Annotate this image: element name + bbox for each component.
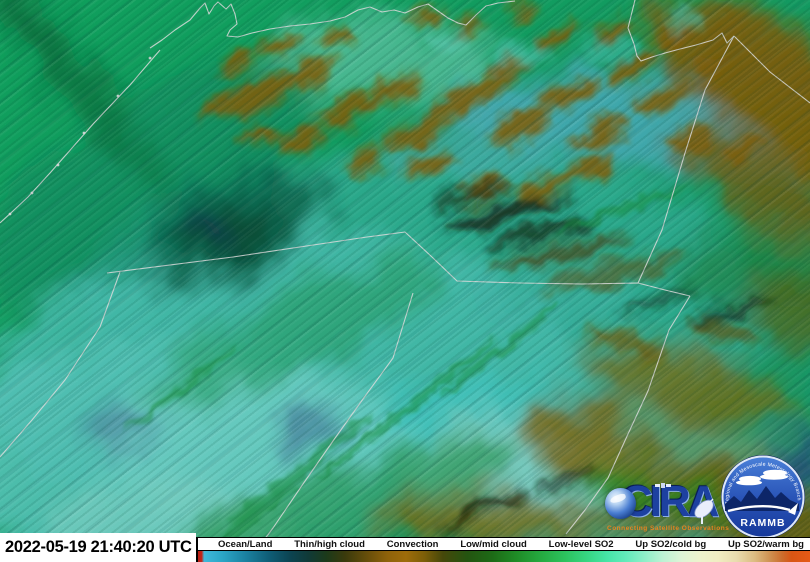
lenticular-clouds-icon [736,469,788,486]
mountains-icon [725,486,799,511]
legend-label-convection: Convection [386,539,439,550]
legend-label-ocean-land: Ocean/Land [218,539,273,550]
cira-logo: CIRA Connecting Satellite Observations [605,478,730,536]
rammb-wordmark: RAMMB [740,517,785,529]
swoosh-icon [727,505,791,513]
satellite-dish-icon [694,498,714,524]
satellite-icon [655,483,671,488]
cira-tagline: Connecting Satellite Observations [607,525,730,532]
legend-label-thin-high-cloud: Thin/high cloud [294,539,365,550]
rammb-dish-icon [788,503,798,515]
timestamp-overlay: 2022-05-19 21:40:20 UTC [0,533,196,562]
legend-label-low-level-so2: Low-level SO2 [548,539,614,550]
earth-globe-icon [605,488,636,519]
legend-labels: Ocean/Land Thin/high cloud Convection Lo… [198,538,810,550]
legend-label-up-so2-warm-bg: Up SO2/warm bg [727,539,804,550]
color-legend: Ocean/Land Thin/high cloud Convection Lo… [196,537,810,562]
colorbar [198,550,810,562]
legend-label-low-mid-cloud: Low/mid cloud [460,539,527,550]
rammb-logo: Regional and Mesoscale Meteorology Branc… [721,455,805,539]
legend-label-up-so2-cold-bg: Up SO2/cold bg [635,539,707,550]
